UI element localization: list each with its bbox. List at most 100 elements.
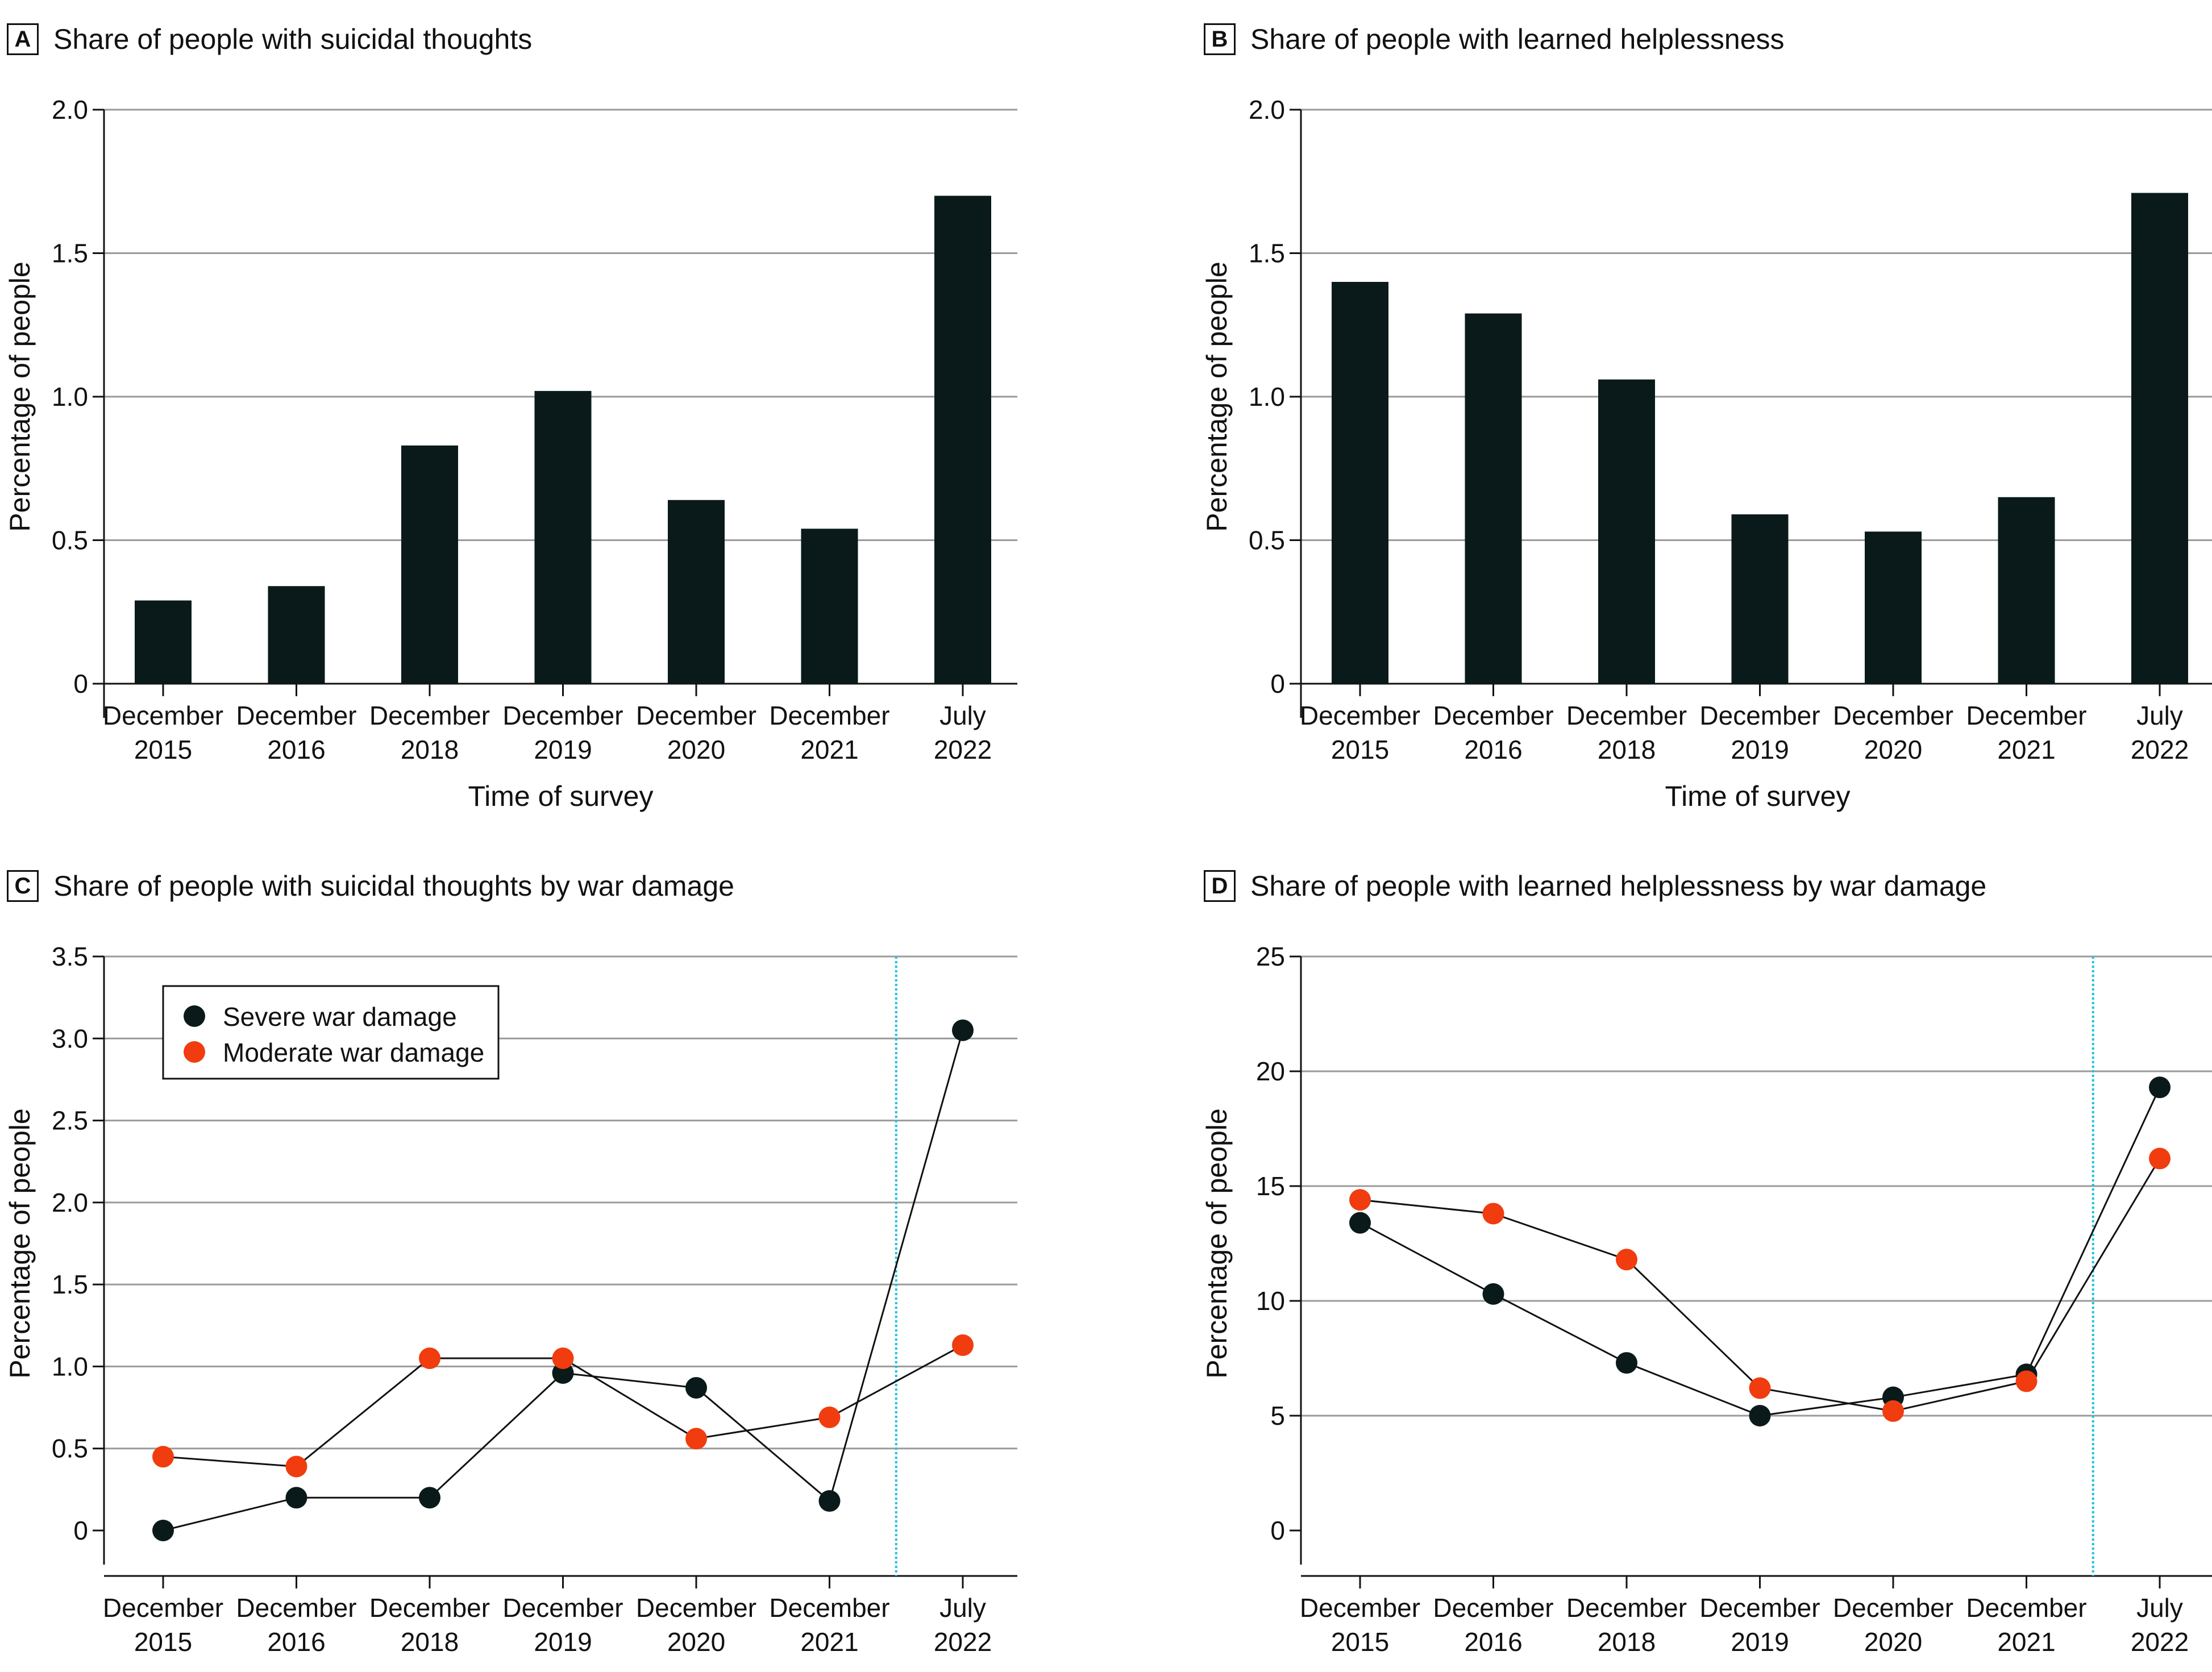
- b-ytick-label: 1.5: [1249, 239, 1285, 268]
- a-bar: [801, 529, 858, 684]
- panel-b-header: B Share of people with learned helplessne…: [1204, 23, 1785, 74]
- a-ytick-label: 2.0: [52, 95, 88, 124]
- c-xtick-label: December: [636, 1593, 756, 1623]
- panel-c-letter: C: [7, 870, 39, 902]
- b-xtick-label: December: [1833, 701, 1953, 730]
- c-legend-marker: [184, 1041, 205, 1063]
- c-xtick-label: December: [236, 1593, 356, 1623]
- panel-a-header: A Share of people with suicidal thoughts: [7, 23, 532, 74]
- c-point-severe: [152, 1520, 174, 1541]
- c-legend-label: Moderate war damage: [223, 1038, 484, 1067]
- d-xtick-label: July: [2136, 1593, 2183, 1623]
- d-point-severe: [1349, 1212, 1371, 1234]
- b-xtick-label: 2015: [1331, 735, 1389, 764]
- c-legend-marker: [184, 1005, 205, 1027]
- a-xtick-label: December: [236, 701, 356, 730]
- a-xtick-label: December: [769, 701, 889, 730]
- a-ytick-label: 1.0: [52, 382, 88, 411]
- panel-a-title: Share of people with suicidal thoughts: [53, 23, 533, 55]
- b-xtick-label: 2016: [1464, 735, 1522, 764]
- d-point-moderate: [1482, 1203, 1504, 1225]
- c-xtick-label: 2020: [667, 1627, 725, 1657]
- b-xtick-label: December: [1300, 701, 1420, 730]
- c-point-moderate: [552, 1347, 574, 1369]
- a-bar: [668, 500, 725, 684]
- b-xtick-label: December: [1699, 701, 1820, 730]
- c-xtick-label: December: [769, 1593, 889, 1623]
- a-xtick-label: 2016: [267, 735, 325, 764]
- panel-b-letter: B: [1204, 23, 1236, 55]
- a-ytick-label: 1.5: [52, 239, 88, 268]
- panel-d-letter: D: [1204, 870, 1236, 902]
- b-xtick-label: 2022: [2131, 735, 2189, 764]
- d-xtick-label: December: [1966, 1593, 2086, 1623]
- d-xtick-label: 2019: [1731, 1627, 1789, 1657]
- b-xtick-label: 2020: [1864, 735, 1922, 764]
- c-point-severe: [818, 1490, 841, 1512]
- b-ytick-label: 0: [1270, 669, 1285, 698]
- c-point-moderate: [952, 1334, 974, 1356]
- c-point-moderate: [419, 1347, 440, 1369]
- b-bar: [1598, 379, 1655, 684]
- d-point-severe: [2149, 1076, 2171, 1099]
- c-ytick-label: 0.5: [52, 1434, 88, 1463]
- d-point-moderate: [2015, 1370, 2038, 1392]
- panel-d-title: Share of people with learned helplessnes…: [1250, 870, 1987, 902]
- c-point-moderate: [818, 1406, 841, 1428]
- d-ytick-label: 5: [1270, 1401, 1285, 1430]
- b-ytick-label: 0.5: [1249, 526, 1285, 555]
- b-xtick-label: 2018: [1598, 735, 1656, 764]
- d-y-axis-title: Percentage of people: [1201, 1108, 1233, 1378]
- b-xtick-label: December: [1433, 701, 1553, 730]
- c-point-severe: [685, 1376, 707, 1399]
- c-ytick-label: 3.0: [52, 1024, 88, 1053]
- c-ytick-label: 0: [73, 1516, 88, 1545]
- b-ytick-label: 1.0: [1249, 382, 1285, 411]
- b-ytick-label: 2.0: [1249, 95, 1285, 124]
- a-bar: [268, 586, 325, 684]
- c-xtick-label: 2021: [800, 1627, 858, 1657]
- d-series-line-0: [1359, 1087, 2161, 1417]
- b-x-axis-title: Time of survey: [1665, 780, 1850, 812]
- b-bar: [1332, 282, 1388, 684]
- d-xtick-label: 2016: [1464, 1627, 1522, 1657]
- b-xtick-label: December: [1566, 701, 1687, 730]
- b-bar: [1998, 497, 2055, 684]
- c-xtick-label: July: [939, 1593, 986, 1623]
- d-ytick-label: 0: [1270, 1516, 1285, 1545]
- a-bar: [534, 390, 592, 684]
- c-series-line-0: [163, 1030, 964, 1532]
- a-xtick-label: December: [636, 701, 756, 730]
- panel-c-chart: 0 0.5 1.0 1.5 2.0 2.5 3.0 3.5 December 2015 Decemb…: [4, 942, 1017, 1657]
- d-xtick-label: December: [1300, 1593, 1420, 1623]
- b-xtick-label: July: [2136, 701, 2183, 730]
- d-point-moderate: [2149, 1147, 2171, 1170]
- d-point-moderate: [1882, 1400, 1904, 1422]
- a-xtick-label: 2018: [401, 735, 459, 764]
- a-xtick-label: 2020: [667, 735, 725, 764]
- d-xtick-label: 2021: [1997, 1627, 2055, 1657]
- b-bar: [2131, 193, 2188, 684]
- c-xtick-label: December: [502, 1593, 623, 1623]
- c-point-severe: [552, 1362, 574, 1384]
- d-xtick-label: 2022: [2131, 1627, 2189, 1657]
- a-bar: [401, 445, 458, 684]
- c-point-severe: [952, 1019, 974, 1041]
- c-point-moderate: [285, 1455, 307, 1478]
- d-point-moderate: [1616, 1249, 1637, 1271]
- d-xtick-label: December: [1433, 1593, 1553, 1623]
- c-legend-box: [162, 985, 500, 1080]
- d-point-severe: [1749, 1405, 1771, 1426]
- panel-d-header: D Share of people with learned helplessne…: [1204, 870, 1986, 921]
- b-y-axis-title: Percentage of people: [1201, 261, 1233, 531]
- c-xtick-label: 2018: [401, 1627, 459, 1657]
- d-xtick-label: December: [1699, 1593, 1820, 1623]
- d-point-moderate: [1749, 1377, 1771, 1399]
- panel-a-letter: A: [7, 23, 39, 55]
- b-bar: [1731, 514, 1789, 684]
- panel-d-chart: 0 5 10 15 20 25 December 2015 December 2016 Decemb…: [1201, 942, 2212, 1657]
- a-xtick-label: December: [369, 701, 490, 730]
- c-legend-label: Severe war damage: [223, 1002, 457, 1032]
- d-xtick-label: 2015: [1331, 1627, 1389, 1657]
- d-point-severe: [1616, 1352, 1637, 1374]
